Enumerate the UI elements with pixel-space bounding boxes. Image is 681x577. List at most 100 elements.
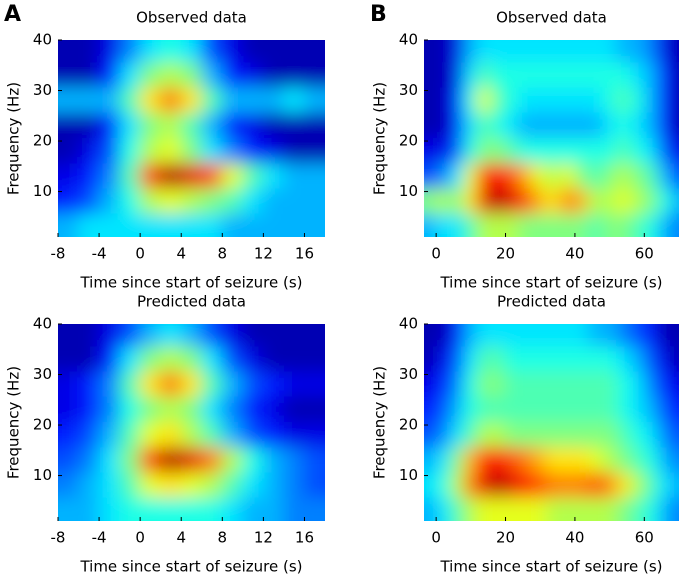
heat-cell <box>78 188 100 215</box>
heat-cell <box>518 87 534 114</box>
heat-cell <box>139 324 162 348</box>
heat-cell <box>119 324 141 348</box>
heat-cell <box>532 112 548 139</box>
heat-cell <box>221 40 244 64</box>
heat-cell <box>98 371 121 398</box>
heat-cell <box>262 497 285 521</box>
heat-cell <box>180 188 203 215</box>
heat-cell <box>477 87 493 114</box>
heat-cell <box>546 472 562 499</box>
heat-cell <box>139 138 162 165</box>
heat-cell <box>180 422 203 449</box>
heat-cell <box>98 112 121 139</box>
heat-cell <box>180 213 203 237</box>
heat-cell <box>588 447 604 474</box>
x-axis-label: Time since start of seizure (s) <box>439 558 662 576</box>
heat-cell <box>160 138 182 165</box>
heat-cell <box>221 422 244 449</box>
heat-cell <box>574 188 590 215</box>
heat-cell <box>201 62 223 89</box>
x-tick-label: -4 <box>92 245 107 263</box>
heat-cell <box>58 188 80 215</box>
y-tick-label: 20 <box>399 416 418 434</box>
heat-cell <box>671 188 679 215</box>
heat-cell <box>477 497 493 521</box>
x-axis-label: Time since start of seizure (s) <box>79 274 302 292</box>
y-tick-label: 40 <box>399 315 418 333</box>
heat-cell <box>424 346 437 373</box>
heat-cell <box>98 422 121 449</box>
heat-cell <box>629 472 645 499</box>
heat-cell <box>463 447 479 474</box>
heat-cell <box>532 422 548 449</box>
heat-cell <box>463 188 479 215</box>
heat-cell <box>616 87 631 114</box>
heat-cell <box>643 472 659 499</box>
heat-cell <box>78 447 100 474</box>
heat-cell <box>574 62 590 89</box>
heat-cell <box>629 138 645 165</box>
heat-cell <box>505 87 520 114</box>
heat-cell <box>518 422 534 449</box>
heat-cell <box>616 396 631 423</box>
heat-cell <box>671 112 679 139</box>
heat-cell <box>78 324 100 348</box>
heat-cell <box>574 163 590 190</box>
heat-cell <box>139 396 162 423</box>
heat-cell <box>602 447 618 474</box>
heat-cell <box>657 87 673 114</box>
heat-cell <box>477 62 493 89</box>
heat-cell <box>588 472 604 499</box>
heat-cell <box>58 62 80 89</box>
heat-cell <box>449 396 465 423</box>
y-tick-label: 10 <box>399 466 418 484</box>
heat-cell <box>546 396 562 423</box>
y-tick-label: 40 <box>399 31 418 49</box>
heat-cell <box>491 138 507 165</box>
heat-cell <box>303 346 325 373</box>
heat-cell <box>58 497 80 521</box>
heat-cell <box>160 188 182 215</box>
heat-cell <box>643 346 659 373</box>
heat-cell <box>221 138 244 165</box>
heat-cell <box>463 40 479 64</box>
heatmap <box>58 40 325 237</box>
heat-cell <box>546 163 562 190</box>
heat-cell <box>657 371 673 398</box>
x-tick-label: 16 <box>295 245 314 263</box>
heat-cell <box>424 40 437 64</box>
heat-cell <box>657 472 673 499</box>
heat-cell <box>424 472 437 499</box>
heat-cell <box>242 371 264 398</box>
heat-cell <box>491 497 507 521</box>
heat-cell <box>139 163 162 190</box>
heat-cell <box>180 87 203 114</box>
heat-cell <box>477 188 493 215</box>
heat-cell <box>221 87 244 114</box>
heat-cell <box>505 213 520 237</box>
heat-cell <box>477 40 493 64</box>
heat-cell <box>657 396 673 423</box>
heat-cell <box>160 324 182 348</box>
heat-cell <box>435 396 451 423</box>
heat-cell <box>616 163 631 190</box>
heat-cell <box>602 396 618 423</box>
heat-cell <box>657 497 673 521</box>
heat-cell <box>424 163 437 190</box>
heat-cell <box>119 396 141 423</box>
heat-cell <box>201 87 223 114</box>
heat-cell <box>98 62 121 89</box>
heat-cell <box>201 188 223 215</box>
heat-cell <box>242 346 264 373</box>
heat-cell <box>435 346 451 373</box>
heatmap-cells <box>424 40 679 237</box>
heat-cell <box>616 213 631 237</box>
heat-cell <box>560 422 576 449</box>
heat-cell <box>560 138 576 165</box>
heat-cell <box>505 472 520 499</box>
heat-cell <box>119 213 141 237</box>
heat-cell <box>303 422 325 449</box>
x-tick-label: 20 <box>496 245 515 263</box>
x-axis-label: Time since start of seizure (s) <box>79 558 302 576</box>
heat-cell <box>657 40 673 64</box>
